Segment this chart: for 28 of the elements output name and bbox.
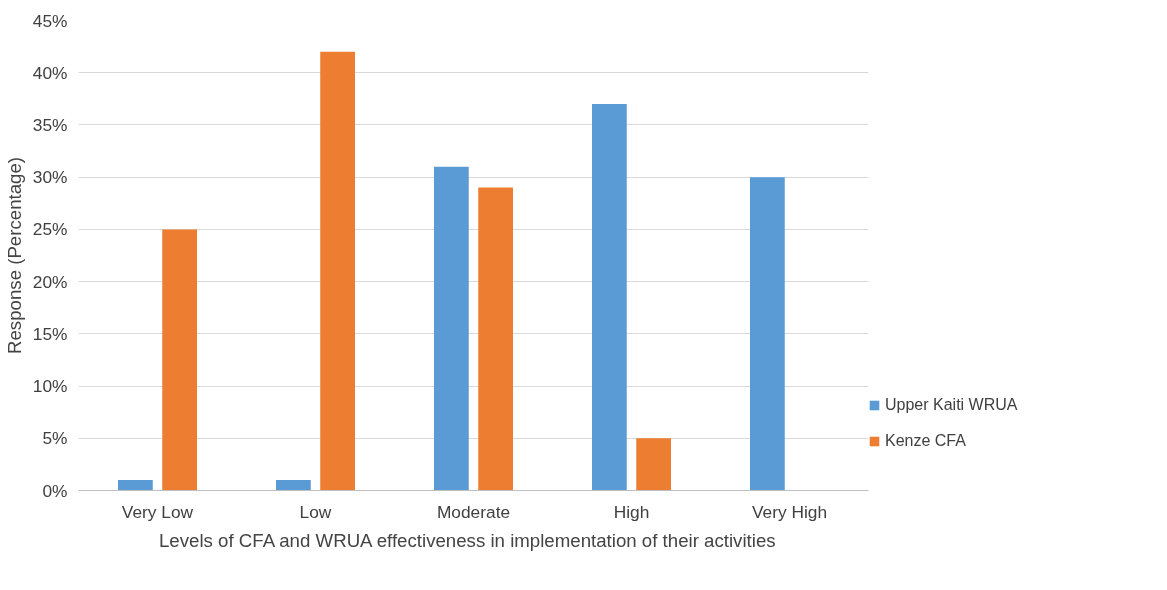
x-tick-label: Moderate: [436, 501, 511, 522]
bar: [592, 104, 627, 491]
y-tick-label: 35%: [32, 114, 68, 135]
x-tick-label: Low: [299, 501, 332, 522]
y-tick-label: 5%: [42, 428, 68, 449]
y-axis-title: Response (Percentage): [3, 156, 25, 355]
bar: [636, 438, 671, 491]
x-tick-label: High: [613, 501, 650, 522]
y-tick-label: 30%: [32, 167, 68, 188]
bar: [162, 229, 197, 491]
y-tick-label: 45%: [32, 10, 68, 31]
bar: [118, 480, 153, 491]
y-tick-label: 15%: [32, 323, 68, 344]
y-tick-label: 10%: [32, 376, 68, 397]
bar: [750, 177, 785, 491]
bar: [276, 480, 311, 491]
x-axis-title: Levels of CFA and WRUA effectiveness in implementation of their activities: [158, 529, 776, 551]
y-tick-label: 40%: [32, 62, 68, 83]
y-tick-label: 20%: [32, 271, 68, 292]
y-tick-label: 0%: [42, 480, 68, 501]
bar: [478, 187, 513, 491]
bar: [434, 166, 469, 491]
y-tick-label: 25%: [32, 219, 68, 240]
legend-label: Kenze CFA: [885, 432, 966, 450]
bar: [320, 51, 355, 491]
x-tick-label: Very High: [751, 501, 828, 522]
legend-label: Upper Kaiti WRUA: [885, 396, 1018, 414]
x-tick-label: Very Low: [121, 501, 194, 522]
